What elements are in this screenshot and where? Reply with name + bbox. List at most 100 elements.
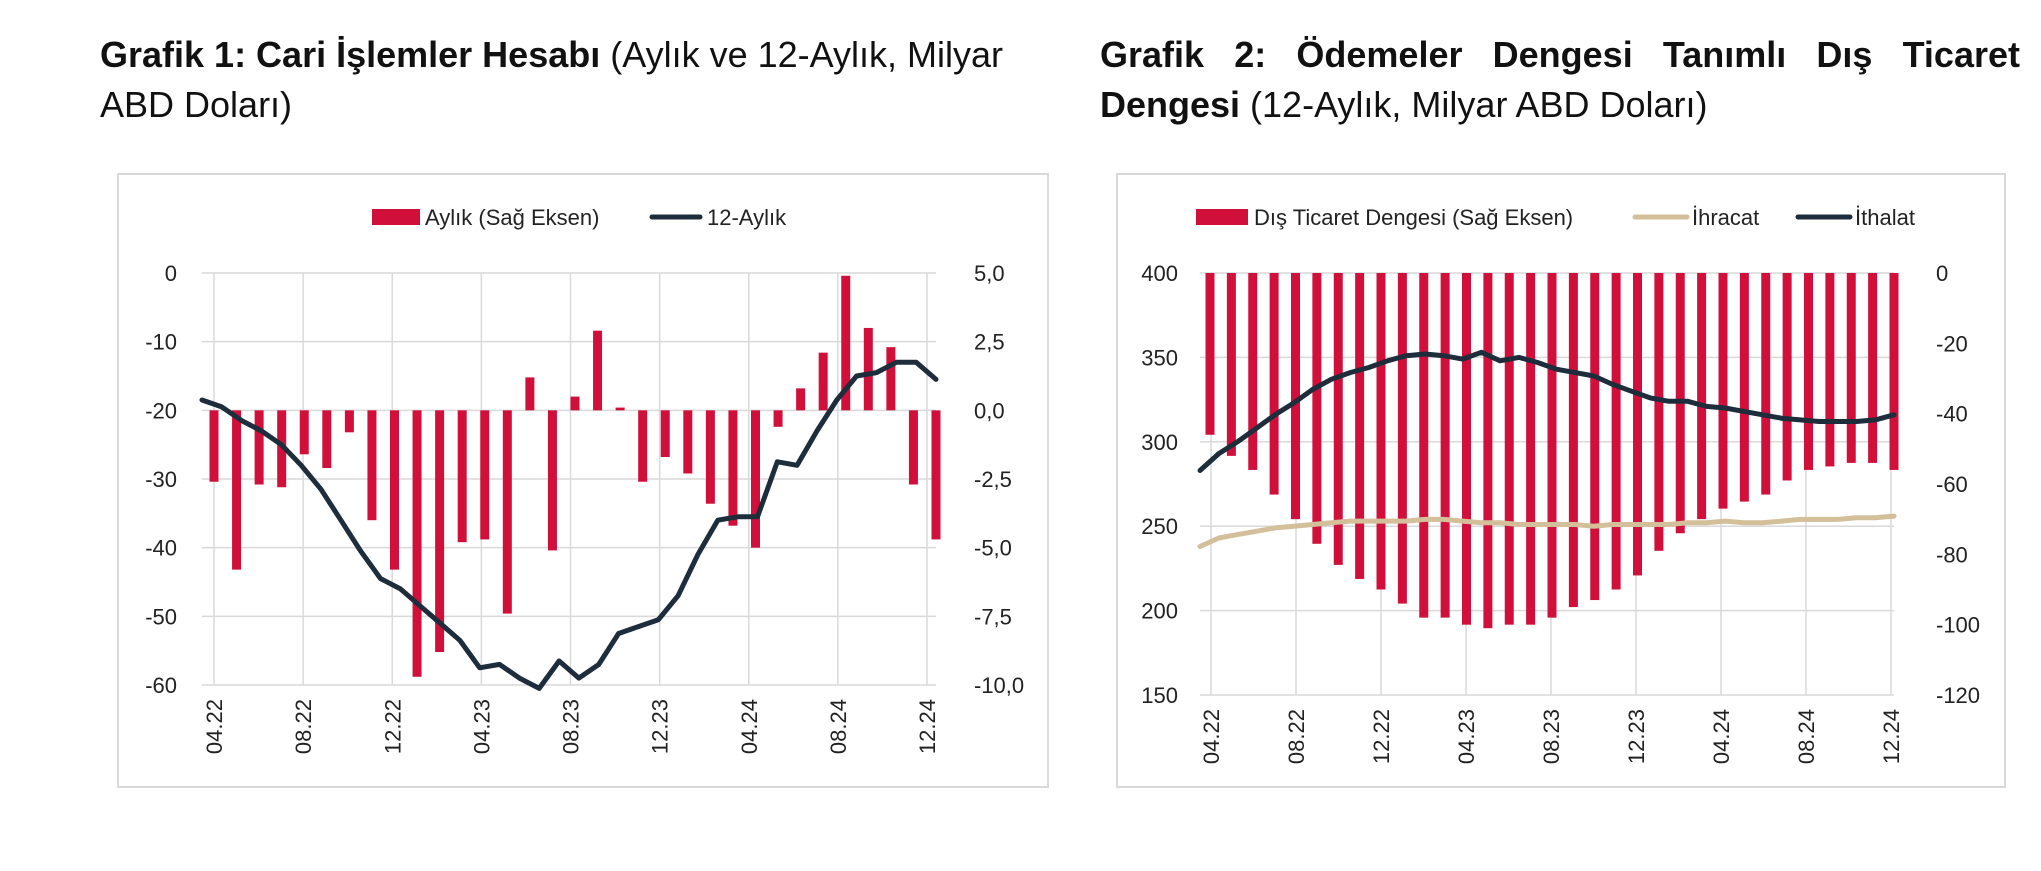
bar xyxy=(1782,273,1792,481)
bar xyxy=(908,410,918,485)
bar xyxy=(1483,273,1493,629)
legend-label: 12-Aylık xyxy=(707,205,787,230)
right-axis-tick-label: 0 xyxy=(1936,261,1948,286)
bar xyxy=(796,388,806,411)
bar xyxy=(751,410,760,548)
bar xyxy=(1205,273,1215,435)
bar xyxy=(299,410,309,455)
bar xyxy=(1526,273,1536,625)
bar xyxy=(660,410,670,458)
bar xyxy=(1248,273,1258,470)
bar xyxy=(1419,273,1429,618)
bar xyxy=(457,410,467,543)
x-axis-tick-label: 04.23 xyxy=(469,699,494,754)
bar xyxy=(1804,273,1813,470)
bar xyxy=(412,410,422,677)
bar xyxy=(1590,273,1600,601)
x-axis-tick-label: 12.24 xyxy=(1879,709,1904,764)
series-line xyxy=(199,359,939,691)
bar xyxy=(931,410,941,540)
x-axis-tick-label: 08.23 xyxy=(1539,709,1564,764)
left-axis-tick-label: -10 xyxy=(145,330,177,355)
left-axis-tick-label: -30 xyxy=(145,467,177,492)
bar xyxy=(1633,273,1642,576)
right-axis-tick-label: 0,0 xyxy=(974,398,1005,423)
bar xyxy=(1761,273,1771,495)
bar xyxy=(1312,273,1322,544)
x-axis-tick-label: 12.22 xyxy=(1369,709,1394,764)
bar xyxy=(367,410,377,521)
bar xyxy=(1654,273,1664,551)
left-axis-tick-label: 400 xyxy=(1141,261,1178,286)
x-axis-tick-label: 08.22 xyxy=(1284,709,1309,764)
bar xyxy=(322,410,332,469)
right-axis-tick-label: 5,0 xyxy=(974,261,1005,286)
bar xyxy=(593,330,603,411)
x-axis-tick-label: 08.22 xyxy=(291,699,316,754)
series-line xyxy=(1197,513,1897,549)
bar xyxy=(1718,273,1728,509)
bar xyxy=(480,410,490,540)
right-axis-tick-label: -7,5 xyxy=(974,604,1012,629)
bar xyxy=(390,410,399,570)
bar xyxy=(435,410,445,653)
bar xyxy=(1825,273,1835,467)
bar xyxy=(1440,273,1450,618)
chart1-frame: 0 -10 -20 -30 -40 -50 -60 5,0 2,5 0,0 -2,5 -5,0 -7,5… xyxy=(117,173,1049,788)
bar xyxy=(1462,273,1471,625)
right-axis-tick-label: -80 xyxy=(1936,542,1968,567)
right-axis-tick-label: 2,5 xyxy=(974,330,1005,355)
right-axis-tick-label: -60 xyxy=(1936,472,1968,497)
bar xyxy=(1547,273,1557,618)
bar xyxy=(818,352,828,411)
series-line xyxy=(1197,349,1897,473)
x-axis-tick-label: 04.23 xyxy=(1454,709,1479,764)
right-axis-tick-label: -5,0 xyxy=(974,536,1012,561)
bar xyxy=(841,275,851,411)
legend-swatch xyxy=(372,209,420,225)
bar xyxy=(232,410,242,570)
chart2-caption-bold: Grafik 2: Ödemeler Dengesi Tanımlı Dış T… xyxy=(1100,34,2020,125)
legend-label: Dış Ticaret Dengesi (Sağ Eksen) xyxy=(1254,205,1573,230)
right-axis-tick-label: -10,0 xyxy=(974,673,1024,698)
chart2-caption: Grafik 2: Ödemeler Dengesi Tanımlı Dış T… xyxy=(1100,30,2020,130)
x-axis-tick-label: 12.22 xyxy=(380,699,405,754)
bar xyxy=(1611,273,1621,590)
x-axis-tick-label: 08.24 xyxy=(1794,709,1819,764)
bar xyxy=(1697,273,1707,520)
x-axis-tick-label: 12.23 xyxy=(648,699,673,754)
bar xyxy=(1868,273,1878,463)
bar xyxy=(525,377,535,411)
bar xyxy=(570,396,580,411)
legend-swatch xyxy=(1196,209,1248,225)
bar xyxy=(615,407,625,411)
left-axis-tick-label: -20 xyxy=(145,398,177,423)
chart1-caption-bold: Grafik 1: Cari İşlemler Hesabı xyxy=(100,34,601,75)
legend-label: İhracat xyxy=(1692,205,1759,230)
x-axis-tick-label: 04.22 xyxy=(1199,709,1224,764)
right-axis-tick-label: -20 xyxy=(1936,331,1968,356)
bar xyxy=(1739,273,1749,502)
bar xyxy=(638,410,648,482)
left-axis-tick-label: -60 xyxy=(145,673,177,698)
left-axis-tick-label: -50 xyxy=(145,604,177,629)
left-axis-tick-label: 300 xyxy=(1141,430,1178,455)
bar xyxy=(1568,273,1578,608)
bar xyxy=(502,410,512,614)
x-axis-tick-label: 04.24 xyxy=(1709,709,1734,764)
bar xyxy=(1333,273,1343,565)
bar xyxy=(1376,273,1386,590)
bar xyxy=(1291,273,1300,520)
chart2-caption-rest: (12-Aylık, Milyar ABD Doları) xyxy=(1240,84,1708,125)
bar xyxy=(773,410,783,427)
left-axis-tick-label: -40 xyxy=(145,536,177,561)
chart2-svg: 400 350 300 250 200 150 0 -20 -40 -60 -80 -100 -120 0… xyxy=(1141,205,1980,764)
bar xyxy=(1889,273,1899,470)
left-axis-tick-label: 350 xyxy=(1141,345,1178,370)
chart1-caption-rest: (Aylık ve 12-Aylık, Milyar ABD Doları) xyxy=(100,34,1004,125)
bar xyxy=(705,410,715,504)
x-axis-tick-label: 04.22 xyxy=(202,699,227,754)
left-axis-tick-label: 0 xyxy=(165,261,177,286)
right-axis-tick-label: -2,5 xyxy=(974,467,1012,492)
bar xyxy=(1269,273,1279,495)
